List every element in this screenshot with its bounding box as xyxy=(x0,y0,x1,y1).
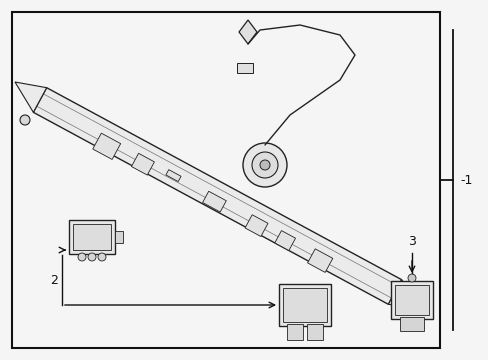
Bar xyxy=(237,63,252,73)
Circle shape xyxy=(243,143,286,187)
Circle shape xyxy=(88,253,96,261)
Polygon shape xyxy=(274,231,295,251)
Polygon shape xyxy=(15,82,46,112)
Polygon shape xyxy=(93,133,121,159)
Polygon shape xyxy=(33,88,401,304)
Polygon shape xyxy=(244,215,267,237)
Bar xyxy=(283,288,326,322)
Bar xyxy=(306,324,323,340)
Bar xyxy=(390,281,432,319)
Polygon shape xyxy=(239,20,257,44)
Text: 3: 3 xyxy=(407,235,415,248)
Circle shape xyxy=(251,152,278,178)
Bar xyxy=(394,285,428,315)
Polygon shape xyxy=(202,191,226,212)
Bar xyxy=(73,224,111,250)
Bar xyxy=(399,317,423,331)
Circle shape xyxy=(260,160,269,170)
Circle shape xyxy=(20,115,30,125)
Bar xyxy=(279,284,330,326)
Circle shape xyxy=(78,253,86,261)
Text: 2: 2 xyxy=(50,274,58,287)
Circle shape xyxy=(407,274,415,282)
Bar xyxy=(12,12,439,348)
Bar xyxy=(286,324,303,340)
Bar xyxy=(115,231,123,243)
Bar xyxy=(69,220,115,254)
Polygon shape xyxy=(131,153,154,175)
Text: -1: -1 xyxy=(459,174,471,186)
Circle shape xyxy=(98,253,106,261)
Polygon shape xyxy=(165,170,181,181)
Polygon shape xyxy=(387,280,424,310)
Polygon shape xyxy=(307,249,332,273)
